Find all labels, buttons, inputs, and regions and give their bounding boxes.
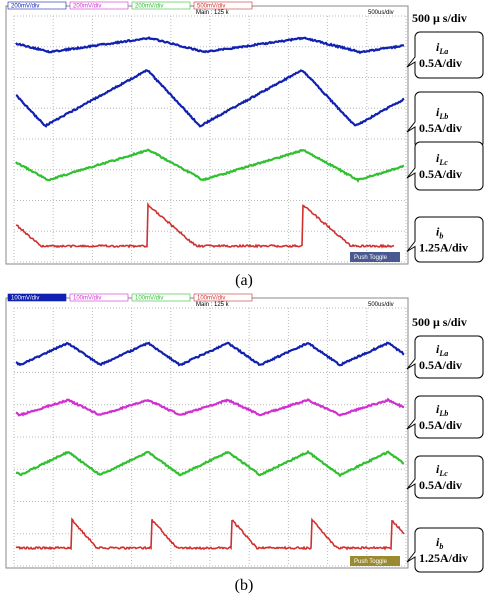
channel-scale: 100mV/div — [73, 296, 101, 302]
subscript: La — [438, 349, 448, 358]
callout-scale: 0.5A/div — [419, 358, 462, 372]
callout-scale: 0.5A/div — [419, 167, 462, 181]
callout-scale: 1.25A/div — [419, 551, 468, 565]
sample-rate: Main : 125 k — [196, 302, 230, 308]
channel-scale: 100mV/div — [11, 296, 39, 302]
subscript: Lc — [438, 469, 448, 478]
sample-rate: Main : 125 k — [196, 10, 230, 16]
channel-scale: 100mV/div — [197, 296, 225, 302]
subscript: Lc — [438, 158, 448, 167]
channel-scale: 200mV/div — [135, 4, 163, 10]
subscript: Lb — [438, 112, 448, 121]
callout-scale: 0.5A/div — [419, 418, 462, 432]
callout-box — [407, 528, 483, 572]
channel-scale: 100mV/div — [135, 296, 163, 302]
screen-timebase: 500us/div — [368, 302, 394, 308]
timebase: 500 μ s/div — [412, 315, 467, 329]
screen-timebase: 500us/div — [368, 10, 394, 16]
timebase: 500 μ s/div — [412, 11, 467, 25]
toggle-label: Push Toggle — [354, 559, 388, 565]
channel-scale: 500mV/div — [197, 4, 225, 10]
channel-scale: 200mV/div — [11, 4, 39, 10]
callout-scale: 0.5A/div — [419, 121, 462, 135]
callout-scale: 1.25A/div — [419, 241, 468, 255]
subscript: b — [439, 542, 443, 551]
scope-panel: 100mV/div100mV/div100mV/div100mV/divMain… — [6, 294, 483, 594]
callout-scale: 0.5A/div — [419, 56, 462, 70]
subscript: Lb — [438, 409, 448, 418]
channel-scale: 200mV/div — [73, 4, 101, 10]
subscript: b — [439, 232, 443, 241]
callout-scale: 0.5A/div — [419, 478, 462, 492]
figure: 200mV/div200mV/div200mV/div500mV/divMain… — [0, 0, 488, 600]
subscript: La — [438, 47, 448, 56]
toggle-label: Push Toggle — [354, 255, 388, 261]
scope-screen — [6, 298, 408, 568]
scope-screen — [6, 6, 408, 264]
scope-panel: 200mV/div 200mV/div 200mV/div 500mV/divMain… — [6, 2, 483, 289]
caption: (a) — [235, 272, 253, 289]
caption: (b) — [235, 577, 254, 594]
callout-box — [407, 217, 483, 262]
